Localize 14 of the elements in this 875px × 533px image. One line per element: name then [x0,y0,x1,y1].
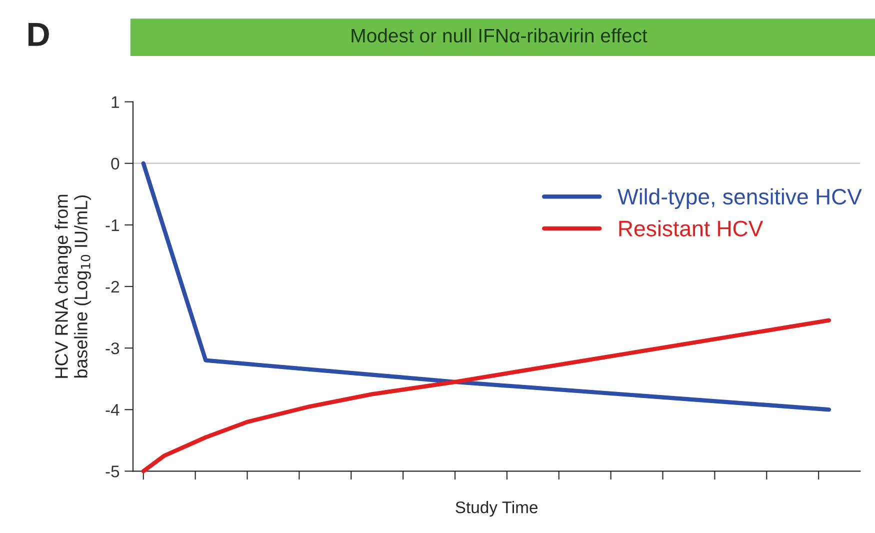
y-tick-label: -4 [106,404,120,416]
y-tick-label: -2 [106,280,119,293]
y-tick-label: 1 [112,96,119,108]
legend-label: Wild-type, sensitive HCV [618,188,862,210]
y-tick-label: -3 [106,342,120,354]
y-axis-title: HCV RNA change from baseline (Log$_{10}$ IU/mL) [54,194,91,378]
y-tick-label: -5 [106,466,120,478]
text: D [28,22,49,46]
y-tick-label: 0 [111,158,120,170]
x-axis-title: Study Time [456,501,538,517]
legend-label: Resistant HCV [619,220,764,236]
line-series [141,318,832,474]
y-tick-label: -1 [106,220,119,231]
chart-title: Modest or null IFNα-ribavirin effect [352,28,648,43]
